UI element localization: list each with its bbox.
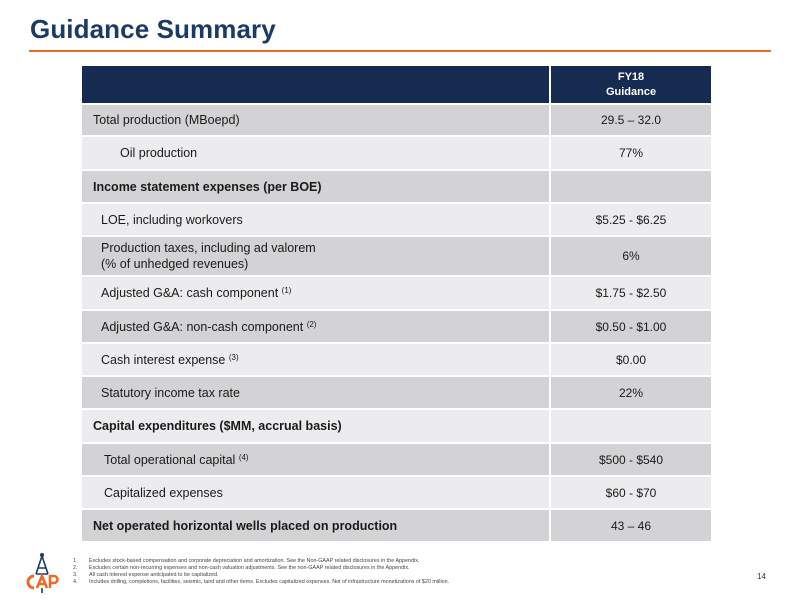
header-guidance-label: Guidance <box>605 85 657 98</box>
table-row: Total operational capital (4) $500 - $54… <box>82 442 711 476</box>
footnote-ref: (4) <box>238 452 249 462</box>
row-label: Adjusted G&A: non-cash component (2) <box>82 309 551 343</box>
table-header-row: FY18 Guidance <box>82 66 711 104</box>
row-label: Total operational capital (4) <box>82 442 551 476</box>
row-value: 22% <box>550 375 711 409</box>
footnote-ref: (3) <box>228 352 239 362</box>
row-label: Statutory income tax rate <box>82 375 551 409</box>
row-label-line2: (% of unhedged revenues) <box>101 257 249 271</box>
footnote-ref: (2) <box>306 319 317 329</box>
table-section-row: Income statement expenses (per BOE) <box>82 169 711 203</box>
page-title: Guidance Summary <box>30 14 276 44</box>
footnote: 3. All cash interest expense anticipated … <box>73 572 713 579</box>
row-value: $500 - $540 <box>550 442 711 476</box>
footnote-text: Includes drilling, completions, faciliti… <box>89 579 450 586</box>
table-section-row: Capital expenditures ($MM, accrual basis… <box>82 408 711 443</box>
footnote-number: 3. <box>73 572 78 579</box>
table-row: Adjusted G&A: non-cash component (2) $0.… <box>82 309 711 343</box>
table-row: Adjusted G&A: cash component (1) $1.75 -… <box>82 275 711 310</box>
header-blank-cell <box>82 66 551 104</box>
footnote-number: 4. <box>73 579 78 586</box>
row-value <box>550 169 711 203</box>
row-value: 6% <box>550 235 711 276</box>
row-value: $1.75 - $2.50 <box>550 275 711 310</box>
table-row: Total production (MBoepd) 29.5 – 32.0 <box>82 103 711 136</box>
table-row: Cash interest expense (3) $0.00 <box>82 342 711 376</box>
page-number: 14 <box>757 572 766 581</box>
footnote-number: 1. <box>73 558 78 564</box>
header-guidance-cell: FY18 Guidance <box>550 66 711 104</box>
row-value: 77% <box>550 135 711 170</box>
row-value: $60 - $70 <box>550 475 711 509</box>
footnote: 1. Excludes stock-based compensation and … <box>73 558 713 565</box>
row-label-text: Adjusted G&A: non-cash component <box>101 319 307 334</box>
row-value: $0.00 <box>550 342 711 376</box>
row-value: 29.5 – 32.0 <box>550 103 711 136</box>
section-label: Net operated horizontal wells placed on … <box>82 508 551 541</box>
footnote-number: 2. <box>73 565 78 572</box>
row-value: $0.50 - $1.00 <box>550 309 711 343</box>
table-section-row: Net operated horizontal wells placed on … <box>82 508 711 541</box>
footnote-ref: (1) <box>281 286 292 295</box>
table-row: Production taxes, including ad valorem (… <box>82 235 711 276</box>
row-label: Total production (MBoepd) <box>82 103 551 136</box>
row-label-text: Cash interest expense <box>101 352 229 367</box>
row-label-text: Total operational capital <box>104 452 239 467</box>
row-label: Adjusted G&A: cash component (1) <box>82 275 551 310</box>
header-year: FY18 <box>617 70 645 83</box>
section-label: Income statement expenses (per BOE) <box>82 169 551 203</box>
title-divider <box>29 50 771 52</box>
row-label: Capitalized expenses <box>82 475 551 509</box>
row-label: Cash interest expense (3) <box>82 342 551 376</box>
row-value <box>550 408 711 443</box>
footnotes: 1. Excludes stock-based compensation and … <box>73 558 713 586</box>
table-row: Oil production 77% <box>82 135 711 170</box>
table-row: LOE, including workovers $5.25 - $6.25 <box>82 202 711 236</box>
row-label-text: Adjusted G&A: cash component <box>101 286 282 300</box>
table-row: Statutory income tax rate 22% <box>82 375 711 409</box>
row-label: Production taxes, including ad valorem (… <box>82 235 551 276</box>
footnote-text: Excludes certain non-recurring expenses … <box>89 565 410 572</box>
row-label: Oil production <box>82 135 551 170</box>
company-logo-icon <box>26 553 59 593</box>
row-value: 43 – 46 <box>550 508 711 541</box>
footnote: 4. Includes drilling, completions, facili… <box>73 579 713 586</box>
row-value: $5.25 - $6.25 <box>550 202 711 236</box>
footnote-text: Excludes stock-based compensation and co… <box>89 558 420 564</box>
guidance-table: FY18 Guidance Total production (MBoepd) … <box>82 66 711 541</box>
footnote: 2. Excludes certain non-recurring expense… <box>73 565 713 572</box>
footnote-text: All cash interest expense anticipated to… <box>89 572 219 579</box>
row-label: LOE, including workovers <box>82 202 551 236</box>
table-row: Capitalized expenses $60 - $70 <box>82 475 711 509</box>
row-label-line1: Production taxes, including ad valorem <box>101 241 316 255</box>
section-label: Capital expenditures ($MM, accrual basis… <box>82 408 551 443</box>
